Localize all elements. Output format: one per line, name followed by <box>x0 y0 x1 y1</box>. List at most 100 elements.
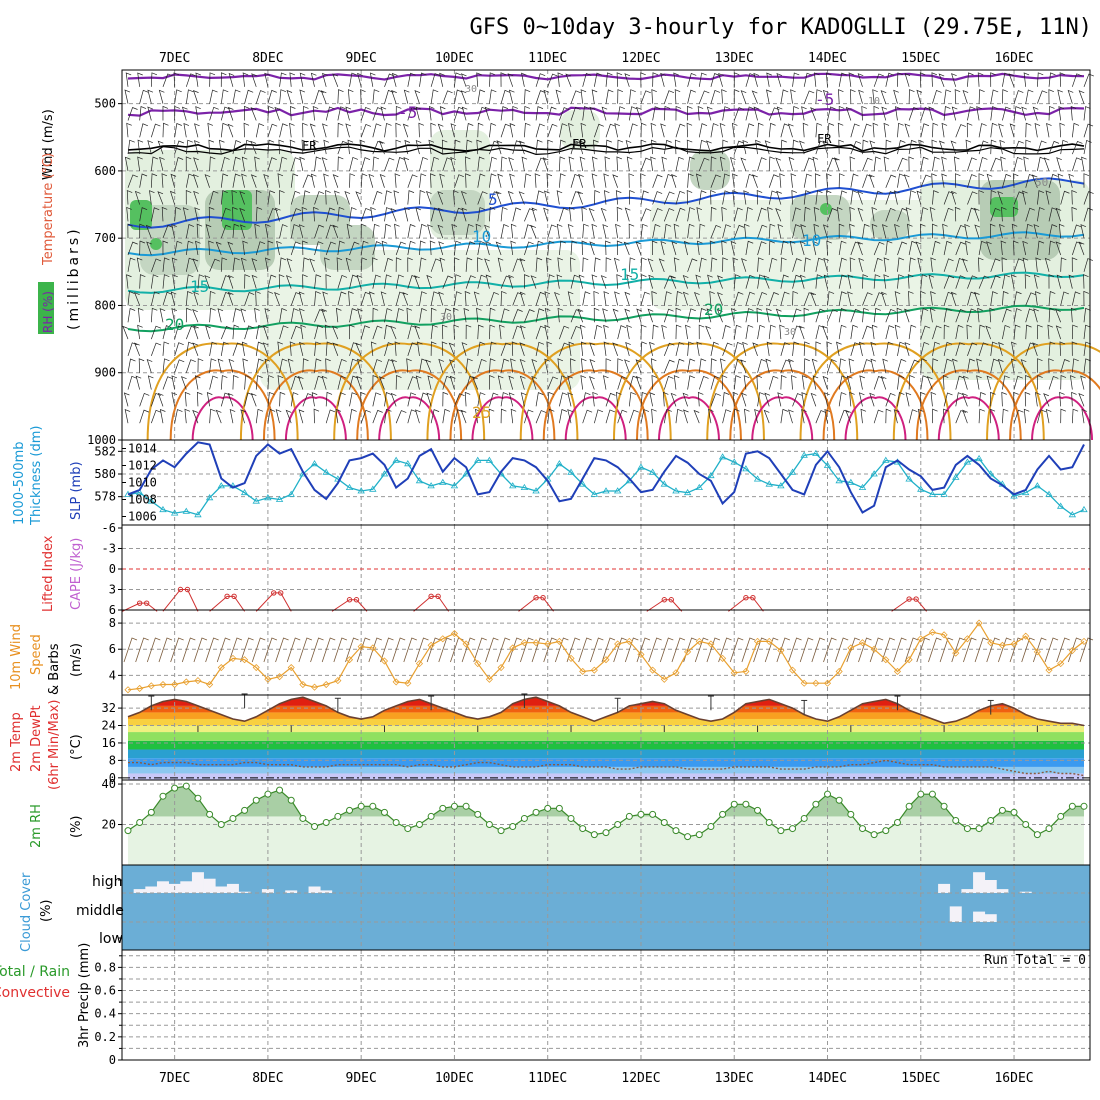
wind-barb <box>384 392 392 407</box>
wind-barb <box>803 72 813 87</box>
wind-barb <box>1033 224 1040 239</box>
wind-barb <box>1083 173 1090 188</box>
contour-label: 50 <box>1035 176 1048 189</box>
wind-barb <box>497 173 503 188</box>
wind-barb <box>355 191 362 205</box>
wind-barb <box>624 291 631 306</box>
wind-barb <box>346 223 353 239</box>
wind-barb <box>897 341 906 356</box>
wind-barb <box>360 240 369 256</box>
wind-speed-point <box>952 649 960 657</box>
wind-barb <box>950 140 957 155</box>
wind-barb <box>368 173 375 188</box>
wind-barb <box>990 122 998 138</box>
wind-barb <box>582 409 593 424</box>
wind-barb <box>920 274 928 289</box>
wind-barb <box>279 308 287 323</box>
wind-barb <box>788 358 794 373</box>
diurnal-temp-contour <box>378 396 441 441</box>
rh-shading <box>870 210 910 240</box>
li-point <box>913 596 919 602</box>
wind-barb <box>332 174 339 188</box>
wind-speed-point <box>345 656 354 664</box>
wind-barb <box>990 358 999 373</box>
wind-barb <box>393 190 400 205</box>
wind-barb <box>801 408 807 424</box>
wind-barb <box>477 274 487 289</box>
wind-barb <box>932 156 940 171</box>
wind-speed-point <box>159 680 167 689</box>
wind-barb <box>1043 393 1050 407</box>
surface-wind-barb <box>135 637 149 663</box>
wind-barb <box>407 240 416 256</box>
wind-barb <box>978 123 987 138</box>
wind-barb <box>193 190 199 205</box>
wind-barb <box>174 206 181 222</box>
wind-barb <box>407 409 417 424</box>
wind-barb <box>756 375 763 390</box>
wind-barb <box>370 341 377 356</box>
wind-barb <box>557 257 563 272</box>
wind-barb <box>390 392 397 407</box>
rh-point <box>287 796 295 804</box>
wind-speed-point <box>275 673 284 681</box>
wind-barb <box>489 72 496 87</box>
wind-barb <box>663 275 675 289</box>
wind-barb <box>719 358 726 373</box>
wind-barb <box>465 123 474 138</box>
wind-barb <box>209 375 218 390</box>
wind-barb <box>500 72 507 87</box>
contour-label: -5 <box>815 90 834 109</box>
wind-barb <box>640 157 652 172</box>
wind-barb <box>277 341 283 356</box>
wind-barb <box>267 408 276 424</box>
slp-tick-label: 1012 <box>128 459 157 473</box>
wind-barb <box>822 140 829 155</box>
wind-barb <box>943 207 954 222</box>
wind-barb <box>742 139 749 155</box>
wind-speed-point <box>695 637 703 645</box>
wind-barb <box>706 106 713 121</box>
surface-wind-barb <box>578 637 592 663</box>
wind-barb <box>244 105 250 121</box>
wind-barb <box>625 140 632 155</box>
ylabel-rh: RH (%) <box>41 291 55 333</box>
slp-point <box>870 470 878 477</box>
wind-barb <box>698 157 710 172</box>
wind-barb <box>578 140 585 155</box>
wind-barb <box>279 391 286 407</box>
rh-point <box>952 816 960 824</box>
wind-barb <box>765 358 772 373</box>
wind-barb <box>1081 156 1087 171</box>
wind-barb <box>1044 257 1051 272</box>
temp-color-band <box>128 766 1084 774</box>
wind-barb <box>524 122 531 138</box>
wind-barb <box>314 274 322 289</box>
wind-barb <box>850 342 860 357</box>
wind-barb <box>1060 190 1070 205</box>
wind-barb <box>477 173 486 188</box>
wind-barb <box>384 408 392 424</box>
wind-barb <box>881 106 888 121</box>
wind-barb <box>812 240 818 256</box>
wind-barb <box>787 123 794 138</box>
wind-barb <box>978 89 985 104</box>
wind-barb <box>943 341 953 356</box>
surface-wind-barb <box>391 637 406 663</box>
wind-barb <box>255 324 264 340</box>
run-total: Run Total = 0 <box>984 953 1086 968</box>
wind-speed-point <box>299 680 307 689</box>
wind-barb <box>822 325 828 340</box>
wind-barb <box>302 393 313 407</box>
cloud-bar <box>191 872 204 893</box>
rh-point <box>276 786 284 794</box>
wind-barb <box>477 341 486 356</box>
wind-barb <box>565 73 572 87</box>
wind-barb <box>360 207 371 222</box>
wind-barb <box>894 291 901 306</box>
wind-barb <box>605 358 612 373</box>
wind-barb <box>857 190 864 205</box>
wind-barb <box>838 190 848 205</box>
wind-barb <box>1058 223 1065 239</box>
wind-barb <box>904 73 911 87</box>
